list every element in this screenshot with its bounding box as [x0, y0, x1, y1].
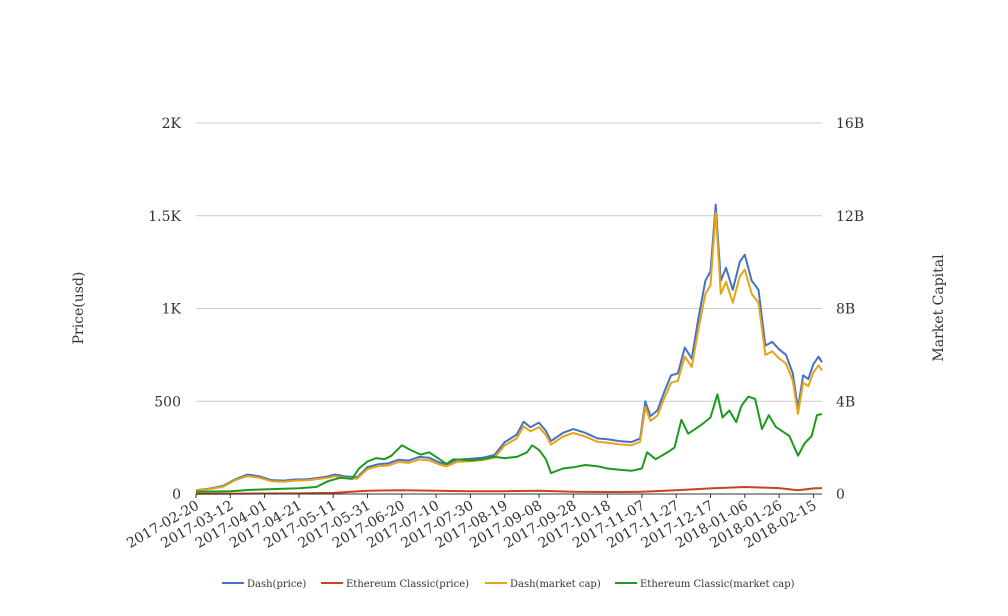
x-axis-ticks: 2017-02-202017-03-122017-04-012017-04-21… [124, 494, 819, 552]
y2-tick-label: 12B [836, 209, 864, 225]
y-tick-label: 0 [172, 487, 181, 503]
y2-axis-title: Market Capital [931, 254, 947, 362]
legend-label-2: Dash(market cap) [510, 579, 601, 590]
series-line-3 [195, 393, 823, 493]
series-lines [195, 203, 823, 495]
y2-tick-label: 4B [836, 394, 855, 410]
legend: Dash(price) Ethereum Classic(price) Dash(m… [222, 579, 795, 590]
y2-tick-label: 16B [836, 116, 864, 132]
legend-label-1: Ethereum Classic(price) [346, 579, 469, 590]
series-line-2 [195, 211, 823, 492]
y-tick-label: 500 [154, 394, 181, 410]
y2-tick-label: 8B [836, 302, 855, 318]
right-axis-ticks: 0 4B 8B 12B 16B [836, 116, 864, 503]
y-axis-title: Price(usd) [71, 272, 87, 345]
legend-label-0: Dash(price) [247, 579, 306, 590]
y-tick-label: 2K [162, 116, 182, 132]
series-line-1 [195, 486, 823, 495]
legend-label-3: Ethereum Classic(market cap) [640, 579, 795, 590]
y-tick-label: 1.5K [148, 209, 181, 225]
y-tick-label: 1K [162, 302, 182, 318]
left-axis-ticks: 0 500 1K 1.5K 2K [148, 116, 181, 503]
y2-tick-label: 0 [836, 487, 845, 503]
series-line-0 [195, 203, 823, 492]
grid-lines [196, 122, 822, 402]
